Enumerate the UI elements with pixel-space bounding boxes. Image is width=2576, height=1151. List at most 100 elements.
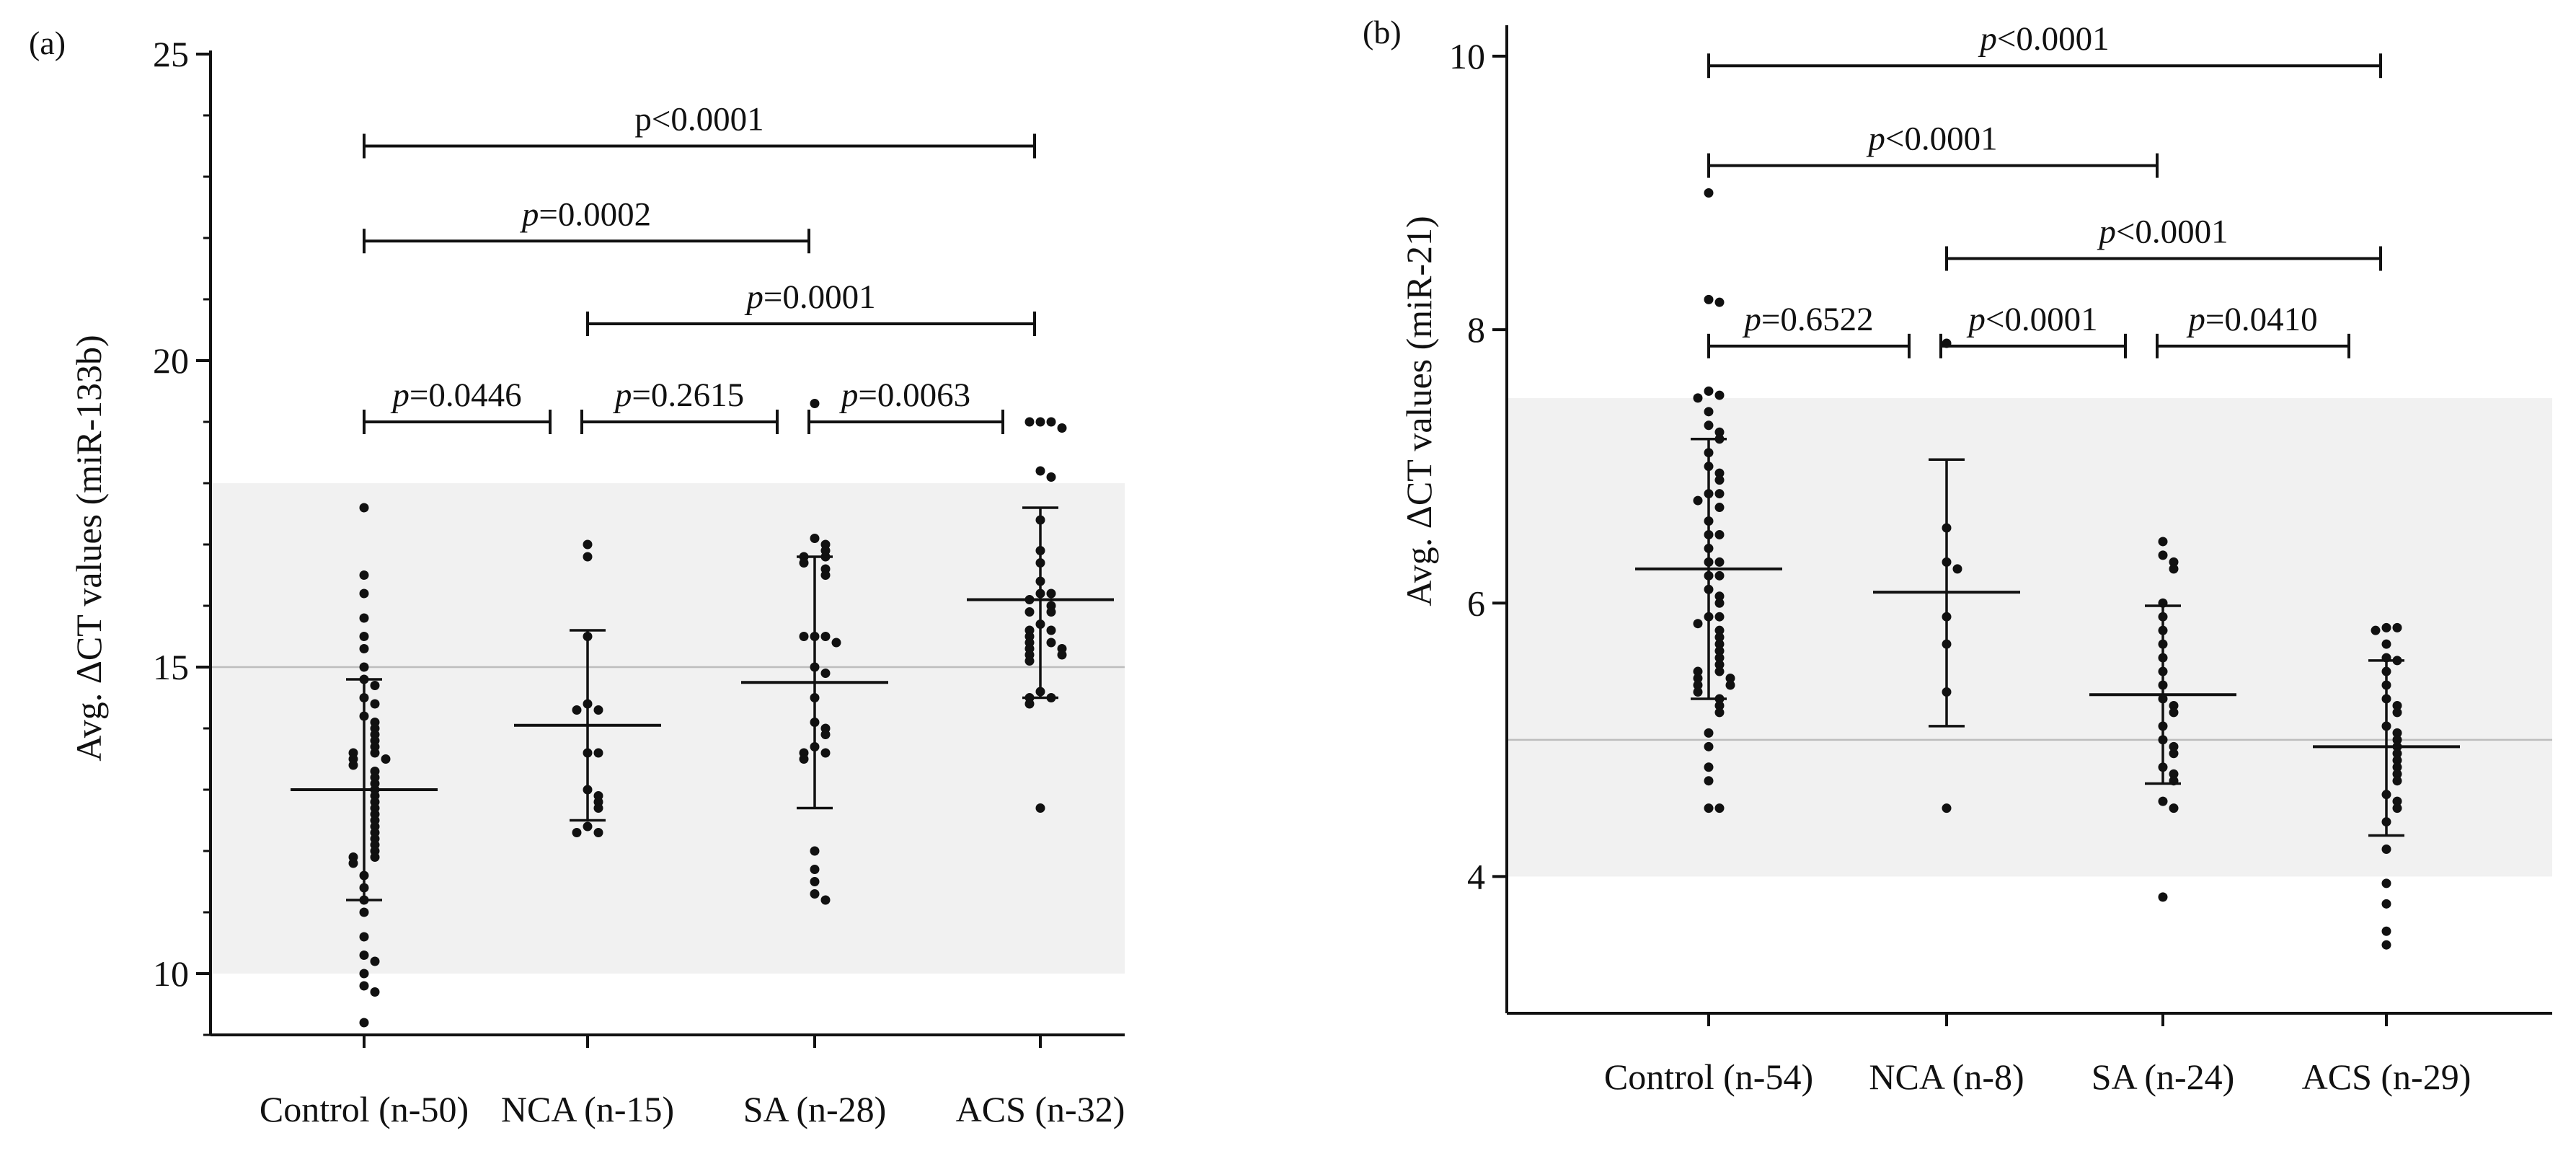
x-category-label: NCA (n-8) (1869, 1057, 2024, 1097)
data-point-b-0-37 (1714, 660, 1725, 670)
data-point-a-0-42 (359, 907, 369, 917)
data-point-a-3-5 (1046, 472, 1056, 482)
data-point-a-3-1 (1046, 417, 1056, 427)
p-value-label-3: p=0.6522 (1742, 301, 1873, 338)
data-point-b-0-47 (1714, 707, 1725, 718)
data-point-a-2-11 (799, 632, 809, 641)
data-point-a-0-43 (359, 932, 369, 942)
data-point-b-2-21 (2158, 796, 2168, 806)
p-value-label-5: p=0.0410 (2186, 301, 2317, 338)
data-point-a-1-1 (583, 552, 593, 562)
data-point-b-0-40 (1693, 674, 1703, 684)
data-point-a-3-14 (1046, 607, 1056, 617)
panel-label: (a) (29, 25, 66, 61)
y-tick-label: 25 (153, 34, 189, 74)
y-tick-label: 20 (153, 340, 189, 381)
x-category-label: NCA (n-15) (501, 1089, 674, 1129)
data-point-b-0-27 (1714, 591, 1725, 601)
data-point-b-2-22 (2169, 803, 2179, 813)
x-category-label: Control (n-50) (260, 1089, 469, 1129)
data-point-b-1-3 (1952, 564, 1962, 574)
data-point-a-3-20 (1046, 638, 1056, 648)
data-point-a-1-13 (593, 828, 603, 837)
data-point-b-0-4 (1714, 390, 1725, 400)
data-point-a-3-31 (1035, 803, 1045, 813)
p-value-label-2: p=0.0001 (744, 278, 875, 316)
data-point-a-2-8 (820, 570, 831, 580)
x-category-label: Control (n-54) (1604, 1057, 1813, 1097)
data-point-a-0-48 (370, 987, 380, 997)
data-point-a-2-6 (799, 558, 809, 568)
data-point-a-2-0 (810, 399, 820, 408)
data-point-b-3-17 (2392, 762, 2402, 772)
p-value-label-0: p<0.0001 (1978, 20, 2109, 58)
data-point-a-1-5 (572, 705, 582, 715)
data-point-a-2-27 (820, 895, 831, 905)
data-point-b-3-27 (2381, 926, 2391, 936)
y-tick-label: 10 (153, 953, 189, 994)
data-point-a-2-12 (831, 638, 841, 648)
data-point-b-0-35 (1714, 646, 1725, 656)
data-point-b-3-19 (2392, 776, 2402, 786)
data-point-b-2-16 (2169, 741, 2179, 751)
x-category-label: SA (n-28) (743, 1089, 887, 1129)
data-point-b-0-32 (1714, 625, 1725, 635)
y-tick-label: 6 (1467, 583, 1485, 623)
data-point-b-3-13 (2392, 735, 2402, 745)
data-point-b-0-53 (1714, 803, 1725, 813)
data-point-a-0-10 (370, 699, 380, 709)
p-value-label-1: p<0.0001 (1866, 120, 1997, 158)
data-point-a-2-18 (820, 730, 831, 739)
panel-a-chart: 10 15 20 25 Control (n-50) NCA (n-15) SA (n-28… (29, 25, 1125, 1129)
data-point-b-0-43 (1725, 680, 1735, 690)
data-point-a-0-21 (348, 760, 358, 770)
data-point-a-0-5 (359, 644, 369, 653)
data-point-b-2-2 (2169, 557, 2179, 567)
data-point-b-2-23 (2158, 892, 2168, 902)
x-category-label: ACS (n-32) (956, 1089, 1125, 1129)
data-point-a-0-47 (359, 981, 369, 991)
data-point-a-0-4 (359, 632, 369, 641)
normal-range-band (1508, 397, 2552, 877)
data-point-a-0-36 (370, 852, 380, 862)
data-point-b-3-2 (2371, 625, 2381, 635)
data-point-a-2-20 (820, 748, 831, 758)
data-point-a-1-11 (593, 803, 603, 813)
data-point-a-2-26 (810, 889, 820, 899)
data-point-b-3-9 (2392, 700, 2402, 710)
data-point-b-0-1 (1704, 294, 1714, 304)
y-axis-label: Avg. ΔCT values (miR-21) (1399, 216, 1439, 606)
data-point-b-2-1 (2158, 550, 2168, 560)
data-point-b-0-3 (1704, 386, 1714, 396)
data-point-a-0-6 (359, 662, 369, 672)
data-point-a-3-25 (1057, 650, 1067, 660)
data-point-b-3-28 (2381, 940, 2391, 950)
data-point-b-0-33 (1714, 632, 1725, 643)
data-point-b-2-19 (2169, 769, 2179, 779)
data-point-b-0-6 (1704, 407, 1714, 417)
data-point-b-0-39 (1693, 666, 1703, 676)
data-point-a-0-49 (359, 1018, 369, 1028)
data-point-b-0-42 (1693, 680, 1703, 690)
data-point-a-0-46 (359, 969, 369, 979)
p-value-label-4: p=0.2615 (613, 376, 744, 414)
data-point-b-0-41 (1725, 674, 1735, 684)
data-point-b-0-7 (1704, 420, 1714, 431)
p-value-label-1: p=0.0002 (520, 195, 651, 233)
y-axis-label: Avg. ΔCT values (miR-133b) (68, 335, 109, 761)
data-point-a-3-0 (1035, 417, 1045, 427)
data-point-b-3-24 (2381, 844, 2391, 854)
data-point-b-0-50 (1704, 762, 1714, 772)
data-point-b-0-46 (1714, 700, 1725, 710)
data-point-a-3-17 (1046, 625, 1056, 635)
data-point-b-0-5 (1693, 393, 1703, 403)
p-value-label-5: p=0.0063 (839, 376, 970, 414)
data-point-b-3-10 (2392, 707, 2402, 718)
panel-b-chart: 4 6 8 10 Control (n-54) NCA (n-8) SA (n-24) ACS… (1363, 14, 2552, 1097)
data-point-b-0-16 (1693, 495, 1703, 506)
data-point-b-0-23 (1714, 557, 1725, 567)
data-point-a-1-7 (593, 748, 603, 758)
p-value-label-2: p<0.0001 (2097, 213, 2228, 251)
data-point-a-1-14 (572, 828, 582, 837)
data-point-a-2-23 (810, 846, 820, 856)
